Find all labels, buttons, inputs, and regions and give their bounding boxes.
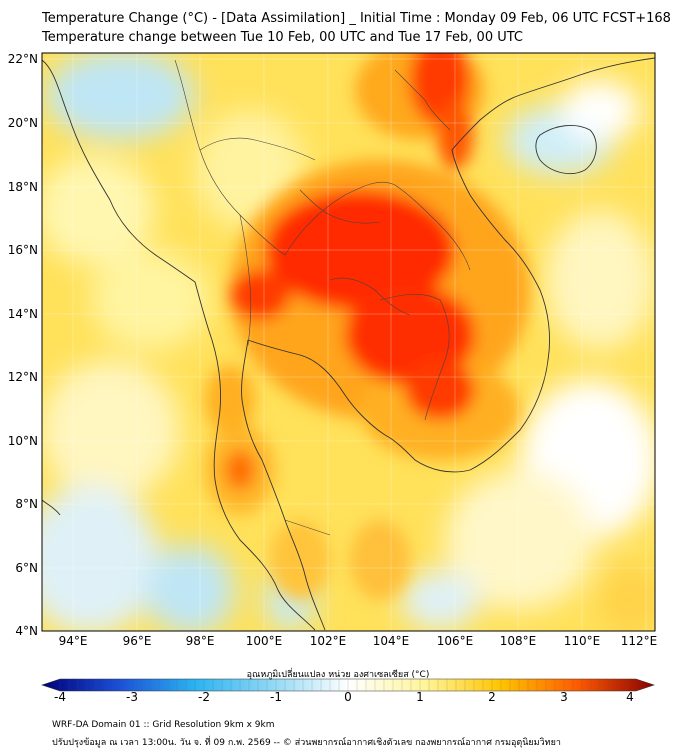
lat-label: 8°N (15, 497, 38, 511)
lat-label: 12°N (8, 370, 38, 384)
cambodia-border (379, 293, 450, 421)
colorbar-tick-label: -1 (270, 690, 282, 704)
thailand-malaysia-border (284, 519, 331, 536)
footer-credit: ปรับปรุงข้อมูล ณ เวลา 13:00น. วัน จ. ที่… (52, 738, 561, 748)
colorbar-tick-label: 3 (560, 690, 568, 704)
field-light-areas (42, 53, 655, 631)
china-vietnam-border (394, 69, 451, 131)
lon-label: 106°E (437, 634, 474, 648)
lat-label: 16°N (8, 243, 38, 257)
andaman-islands (42, 499, 61, 516)
lon-label: 94°E (59, 634, 88, 648)
lat-label: 6°N (15, 561, 38, 575)
borders (174, 59, 471, 536)
thailand-myanmar-border (239, 214, 252, 346)
footer-model-info: WRF-DA Domain 01 :: Grid Resolution 9km … (52, 720, 275, 730)
myanmar-coast (42, 59, 316, 631)
lat-label: 22°N (8, 52, 38, 66)
lon-label: 104°E (373, 634, 410, 648)
colorbar-tick-label: -2 (198, 690, 210, 704)
lon-label: 112°E (621, 634, 658, 648)
coastlines (42, 57, 655, 631)
china-border (199, 137, 316, 161)
map-frame (41, 52, 656, 632)
colorbar-tick-label: 0 (344, 690, 352, 704)
lon-label: 98°E (186, 634, 215, 648)
colorbar-tick-label: -3 (126, 690, 138, 704)
lon-label: 102°E (310, 634, 347, 648)
colorbar-tick-label: 4 (626, 690, 634, 704)
lon-axis: 94°E 96°E 98°E 100°E 102°E 104°E 106°E 1… (59, 634, 658, 648)
vietnam-coast (414, 57, 655, 473)
colorbar-tick-label: -4 (54, 690, 66, 704)
map-title: Temperature Change (°C) - [Data Assimila… (42, 11, 671, 26)
lat-axis: 22°N 20°N 18°N 16°N 14°N 12°N 10°N 8°N 6… (8, 52, 38, 638)
graticule (42, 53, 655, 631)
lon-label: 110°E (564, 634, 601, 648)
lat-label: 14°N (8, 307, 38, 321)
lon-label: 100°E (246, 634, 283, 648)
colorbar: -4 -3 -2 -1 0 1 2 3 4 (41, 678, 655, 704)
gulf-thailand-coast (247, 339, 416, 461)
colorbar-ticks (59, 679, 637, 691)
map-subtitle: Temperature change between Tue 10 Feb, 0… (42, 30, 523, 45)
laos-border (284, 181, 471, 271)
myanmar-laos-border (174, 59, 286, 256)
malay-peninsula-coast (241, 339, 326, 631)
laos-thailand-border (299, 189, 381, 224)
temperature-field (42, 53, 655, 631)
lon-label: 108°E (500, 634, 537, 648)
colorbar-scale (41, 678, 655, 692)
lat-label: 10°N (8, 434, 38, 448)
hainan-island (535, 124, 597, 174)
colorbar-tick-label: 1 (416, 690, 424, 704)
thailand-cambodia-border (329, 277, 411, 316)
colorbar-tick-label: 2 (488, 690, 496, 704)
lat-label: 4°N (15, 624, 38, 638)
lat-label: 18°N (8, 180, 38, 194)
lat-label: 20°N (8, 116, 38, 130)
lon-label: 96°E (123, 634, 152, 648)
colorbar-title: อุณหภูมิเปลี่ยนแปลง หน่วย องศาเซลเซียส (… (246, 670, 430, 680)
